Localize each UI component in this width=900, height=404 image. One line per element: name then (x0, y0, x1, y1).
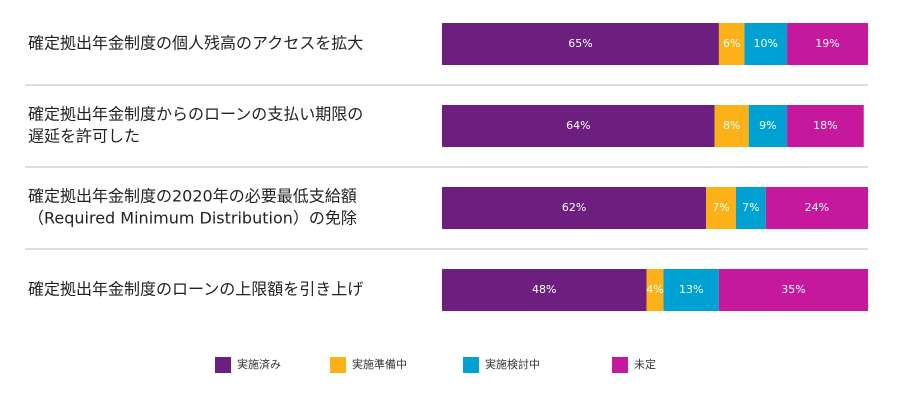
legend-label: 未定 (634, 357, 656, 371)
category-label: 確定拠出年金制度の個人残高のアクセスを拡大 (28, 34, 363, 53)
bar-segment (735, 187, 766, 229)
legend-label: 実施準備中 (352, 357, 407, 371)
bar-segment (442, 187, 707, 229)
bar-segment (787, 23, 868, 65)
value-label: 18% (813, 119, 837, 132)
value-label: 19% (815, 37, 839, 50)
category-label: 遅延を許可した (28, 127, 140, 146)
bar-segment (646, 269, 664, 311)
legend-swatch (330, 357, 346, 373)
value-label: 7% (742, 201, 759, 214)
category-label: 確定拠出年金制度からのローンの支払い期限の (28, 105, 363, 124)
category-label: 確定拠出年金制度のローンの上限額を引き上げ (28, 280, 363, 299)
bar-segment (748, 105, 788, 147)
value-label: 13% (679, 283, 703, 296)
value-label: 4% (646, 283, 663, 296)
legend-swatch (463, 357, 479, 373)
bar-segment (718, 269, 868, 311)
value-label: 6% (723, 37, 740, 50)
legend-swatch (215, 357, 231, 373)
bar-segment (442, 23, 719, 65)
bar-segment (706, 187, 736, 229)
value-label: 9% (759, 119, 776, 132)
value-label: 65% (568, 37, 592, 50)
legend-label: 実施検討中 (485, 357, 540, 371)
category-label: 確定拠出年金制度の2020年の必要最低支給額 (28, 187, 357, 206)
bar-segment (718, 23, 745, 65)
value-label: 35% (781, 283, 805, 296)
value-label: 7% (712, 201, 729, 214)
bar-segment (744, 23, 788, 65)
category-label: （Required Minimum Distribution）の免除 (28, 209, 357, 228)
value-label: 62% (562, 201, 586, 214)
value-label: 24% (805, 201, 829, 214)
bar-segment (765, 187, 868, 229)
bar-segment (442, 269, 647, 311)
value-label: 64% (566, 119, 590, 132)
bar-segment (663, 269, 719, 311)
bar-segment (787, 105, 864, 147)
legend-label: 実施済み (237, 357, 281, 371)
value-label: 8% (723, 119, 740, 132)
bar-segment (714, 105, 749, 147)
bar-segment (442, 105, 715, 147)
value-label: 48% (532, 283, 556, 296)
value-label: 10% (754, 37, 778, 50)
legend-swatch (612, 357, 628, 373)
